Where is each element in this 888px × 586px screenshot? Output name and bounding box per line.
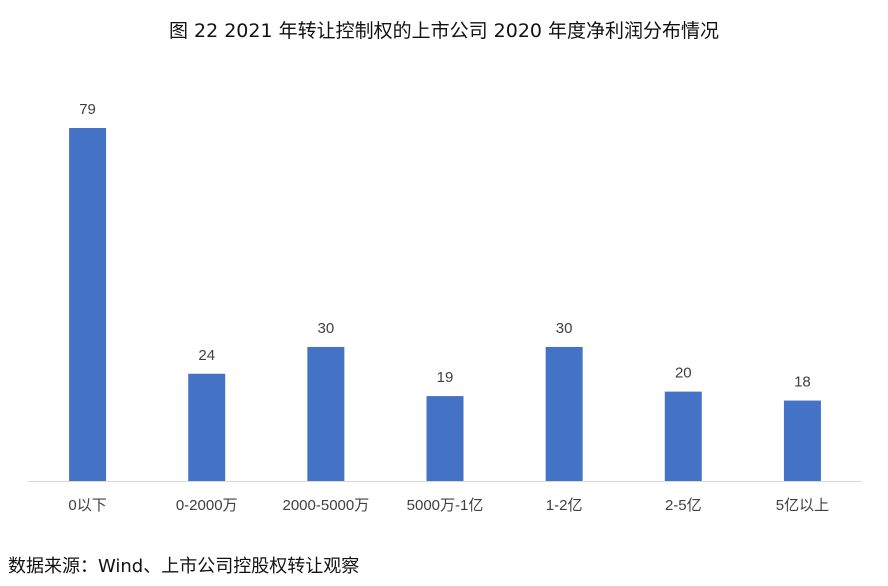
bar-0 (69, 128, 107, 481)
tick-labels-group: 0以下 0-2000万 2000-5000万 5000万-1亿 1-2亿 2-5亿 5亿以上 (68, 497, 829, 514)
source-note: 数据来源：Wind、上市公司控股权转让观察 (8, 556, 360, 577)
figure-title: 图 22 2021 年转让控制权的上市公司 2020 年度净利润分布情况 (168, 20, 720, 42)
data-label-0: 79 (79, 101, 96, 118)
data-label-2: 30 (318, 320, 335, 337)
bar-6 (783, 400, 821, 481)
bar-4 (545, 346, 583, 481)
x-tick-label-4: 1-2亿 (546, 497, 583, 514)
x-tick-label-0: 0以下 (68, 497, 106, 514)
bar-1 (188, 373, 226, 481)
bar-3 (426, 396, 464, 481)
x-tick-label-6: 5亿以上 (776, 497, 829, 514)
x-tick-label-2: 2000-5000万 (282, 497, 369, 514)
data-labels-group: 79 24 30 19 30 20 18 (79, 101, 811, 391)
bar-chart: 79 24 30 19 30 20 18 0以下 0-2000万 2000-5000万 5000万… (28, 101, 862, 514)
bar-5 (664, 391, 702, 481)
data-label-4: 30 (556, 320, 573, 337)
x-tick-label-3: 5000万-1亿 (407, 497, 484, 514)
bars-group (69, 128, 821, 481)
data-label-3: 19 (437, 369, 454, 386)
x-tick-label-5: 2-5亿 (665, 497, 702, 514)
data-label-1: 24 (198, 347, 215, 364)
data-label-6: 18 (794, 374, 811, 391)
data-label-5: 20 (675, 365, 692, 382)
x-tick-label-1: 0-2000万 (176, 497, 238, 514)
bar-2 (307, 346, 345, 481)
